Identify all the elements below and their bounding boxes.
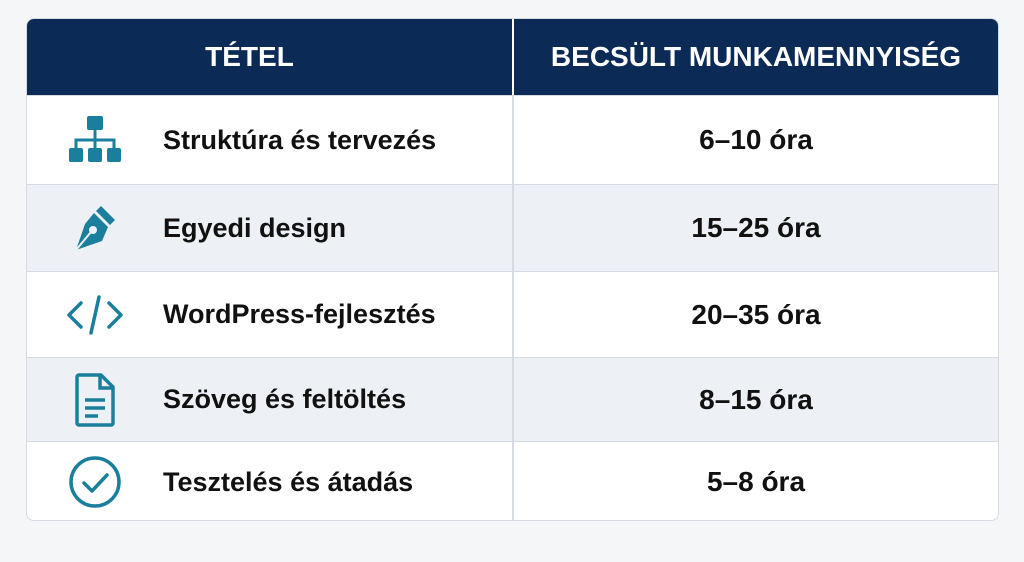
estimate-cell: 20–35 óra <box>691 298 821 330</box>
table-row: Szöveg és feltöltés 8–15 óra <box>27 357 998 441</box>
item-cell: Szöveg és feltöltés <box>27 358 514 441</box>
document-icon <box>75 372 115 427</box>
header-cell: BECSÜLT MUNKAMENNYISÉG <box>550 41 962 72</box>
table-row: WordPress-fejlesztés 20–35 óra <box>27 271 998 357</box>
item-cell: Struktúra és tervezés <box>27 96 514 184</box>
item-label: Struktúra és tervezés <box>163 124 437 155</box>
table-row: Tesztelés és átadás 5–8 óra <box>27 441 998 520</box>
estimate-cell: 15–25 óra <box>691 212 821 243</box>
item-cell: Egyedi design <box>27 185 514 271</box>
item-label: Szöveg és feltöltés <box>163 384 407 414</box>
table-row: Egyedi design 15–25 óra <box>27 184 998 271</box>
table: TÉTEL BECSÜLT MUNKAMENNYISÉG Struktúra é… <box>26 18 999 521</box>
estimate-cell: 8–15 óra <box>699 383 813 415</box>
estimate-cell: 5–8 óra <box>706 466 806 497</box>
code-icon <box>67 294 123 335</box>
item-label: Egyedi design <box>163 212 347 243</box>
table-header: TÉTEL BECSÜLT MUNKAMENNYISÉG <box>27 19 998 95</box>
table-row: Struktúra és tervezés 6–10 óra <box>27 95 998 184</box>
sitemap-icon <box>69 116 121 162</box>
item-cell: WordPress-fejlesztés <box>27 272 514 357</box>
header-cell: TÉTEL <box>27 19 514 95</box>
check-icon <box>69 456 121 508</box>
estimate-cell: 6–10 óra <box>699 124 813 155</box>
item-label: WordPress-fejlesztés <box>163 299 436 329</box>
item-label: Tesztelés és átadás <box>163 466 414 497</box>
item-cell: Tesztelés és átadás <box>27 442 514 520</box>
pen-icon <box>75 206 115 251</box>
